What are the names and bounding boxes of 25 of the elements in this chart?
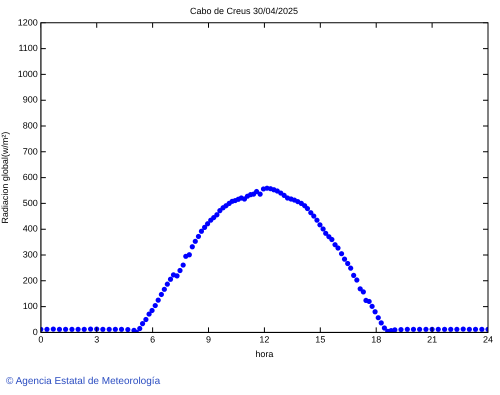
x-tick-label: 15 [315,334,326,344]
x-tick-label: 24 [482,334,494,344]
text: © Agencia Estatal de Meteorología [6,376,160,387]
y-tick-label: 0 [32,326,38,337]
y-tick-label: 200 [22,275,38,286]
y-tick-label: 700 [22,146,38,156]
y-tick-label: 1200 [18,17,38,28]
y-tick-label: 1100 [18,43,38,54]
y-tick-label: 400 [22,224,38,234]
x-tick-label: 21 [427,334,438,344]
y-tick-label: 800 [22,120,38,130]
y-tick-label: 600 [22,172,38,182]
x-tick-label: 6 [150,334,156,344]
y-tick-label: 1000 [18,68,38,79]
x-tick-label: 12 [259,334,270,344]
x-tick-label: 18 [371,334,382,344]
chart-title: Cabo de Creus 30/04/2025 [190,6,298,16]
y-tick-label: 500 [22,198,38,208]
y-tick-label: 900 [22,94,38,105]
x-axis-title: hora [255,349,274,360]
y-tick-label: 300 [22,249,38,260]
x-tick-label: 9 [206,334,212,344]
y-tick-label: 100 [22,301,38,312]
x-tick-label: 3 [94,334,100,344]
y-axis-title: Radiacion global(w/m²) [0,132,10,224]
